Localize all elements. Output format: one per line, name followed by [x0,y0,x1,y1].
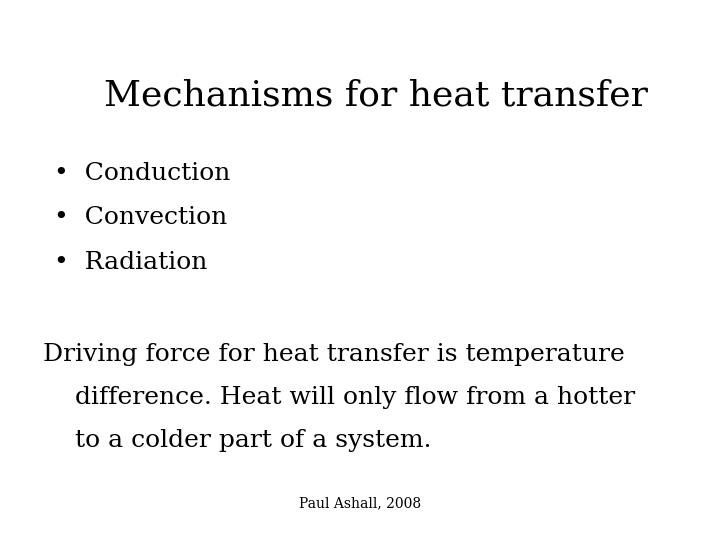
Text: Paul Ashall, 2008: Paul Ashall, 2008 [299,496,421,510]
Text: difference. Heat will only flow from a hotter: difference. Heat will only flow from a h… [43,386,635,409]
Text: Mechanisms for heat transfer: Mechanisms for heat transfer [104,78,648,112]
Text: •  Radiation: • Radiation [54,251,207,274]
Text: •  Conduction: • Conduction [54,162,230,185]
Text: •  Convection: • Convection [54,206,228,230]
Text: to a colder part of a system.: to a colder part of a system. [43,429,432,453]
Text: Driving force for heat transfer is temperature: Driving force for heat transfer is tempe… [43,343,625,366]
